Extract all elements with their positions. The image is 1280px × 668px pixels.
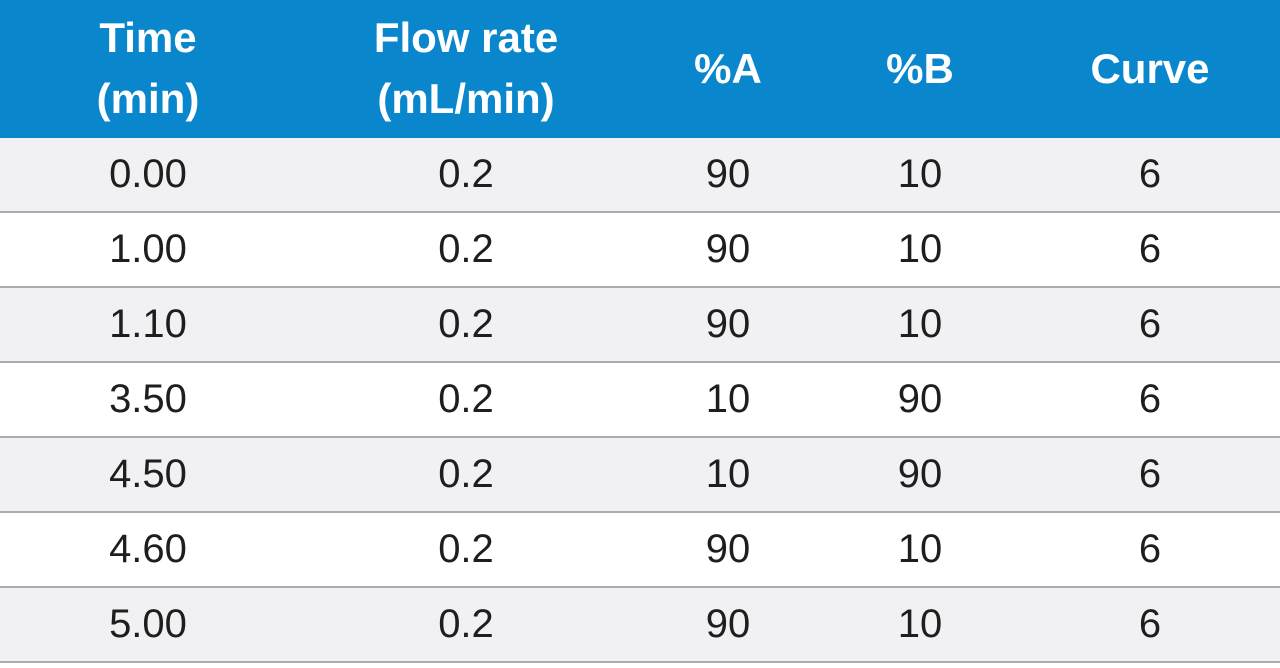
cell-pct-a: 90 [705,152,751,196]
cell-time: 1.00 [109,227,187,271]
cell-curve: 6 [1138,527,1162,571]
header-curve: Curve [1020,0,1280,138]
cell-pct-b: 10 [897,527,943,571]
header-time: Time (min) [0,0,296,138]
table-header: Time (min) Flow rate (mL/min) %A %B Curv… [0,0,1280,138]
table-row: 1.00 0.2 90 10 6 [0,213,1280,288]
cell-pct-a: 90 [705,302,751,346]
table-row: 0.00 0.2 90 10 6 [0,138,1280,213]
table-row: 3.50 0.2 10 90 6 [0,363,1280,438]
header-pct-b-label: %B [886,44,954,92]
cell-flow: 0.2 [438,152,494,196]
cell-curve: 6 [1138,452,1162,496]
header-flow-line1: Flow rate [373,14,559,62]
header-curve-label: Curve [1090,44,1210,92]
cell-pct-b: 90 [897,452,943,496]
header-pct-a-label: %A [694,44,762,92]
table-body: 0.00 0.2 90 10 6 1.00 0.2 90 10 6 1.10 0… [0,138,1280,663]
cell-time: 4.50 [109,452,187,496]
cell-pct-a: 90 [705,227,751,271]
cell-flow: 0.2 [438,452,494,496]
cell-pct-a: 90 [705,602,751,646]
cell-time: 3.50 [109,377,187,421]
table-row: 4.50 0.2 10 90 6 [0,438,1280,513]
cell-curve: 6 [1138,377,1162,421]
cell-time: 1.10 [109,302,187,346]
cell-pct-a: 10 [705,377,751,421]
cell-pct-a: 10 [705,452,751,496]
header-time-line2: (min) [96,75,200,122]
header-time-line1: Time [99,14,197,62]
table-row: 1.10 0.2 90 10 6 [0,288,1280,363]
cell-curve: 6 [1138,602,1162,646]
cell-pct-b: 10 [897,227,943,271]
cell-flow: 0.2 [438,302,494,346]
header-pct-a: %A [636,0,820,138]
cell-curve: 6 [1138,152,1162,196]
table-row: 4.60 0.2 90 10 6 [0,513,1280,588]
cell-pct-b: 10 [897,602,943,646]
cell-time: 0.00 [109,152,187,196]
cell-time: 5.00 [109,602,187,646]
cell-pct-b: 10 [897,152,943,196]
cell-flow: 0.2 [438,227,494,271]
cell-time: 4.60 [109,527,187,571]
header-flow-line2: (mL/min) [377,75,555,122]
table-row: 5.00 0.2 90 10 6 [0,588,1280,663]
header-pct-b: %B [820,0,1020,138]
cell-flow: 0.2 [438,377,494,421]
cell-pct-b: 90 [897,377,943,421]
cell-pct-b: 10 [897,302,943,346]
cell-flow: 0.2 [438,527,494,571]
cell-pct-a: 90 [705,527,751,571]
cell-curve: 6 [1138,302,1162,346]
cell-curve: 6 [1138,227,1162,271]
header-flow-rate: Flow rate (mL/min) [296,0,636,138]
cell-flow: 0.2 [438,602,494,646]
